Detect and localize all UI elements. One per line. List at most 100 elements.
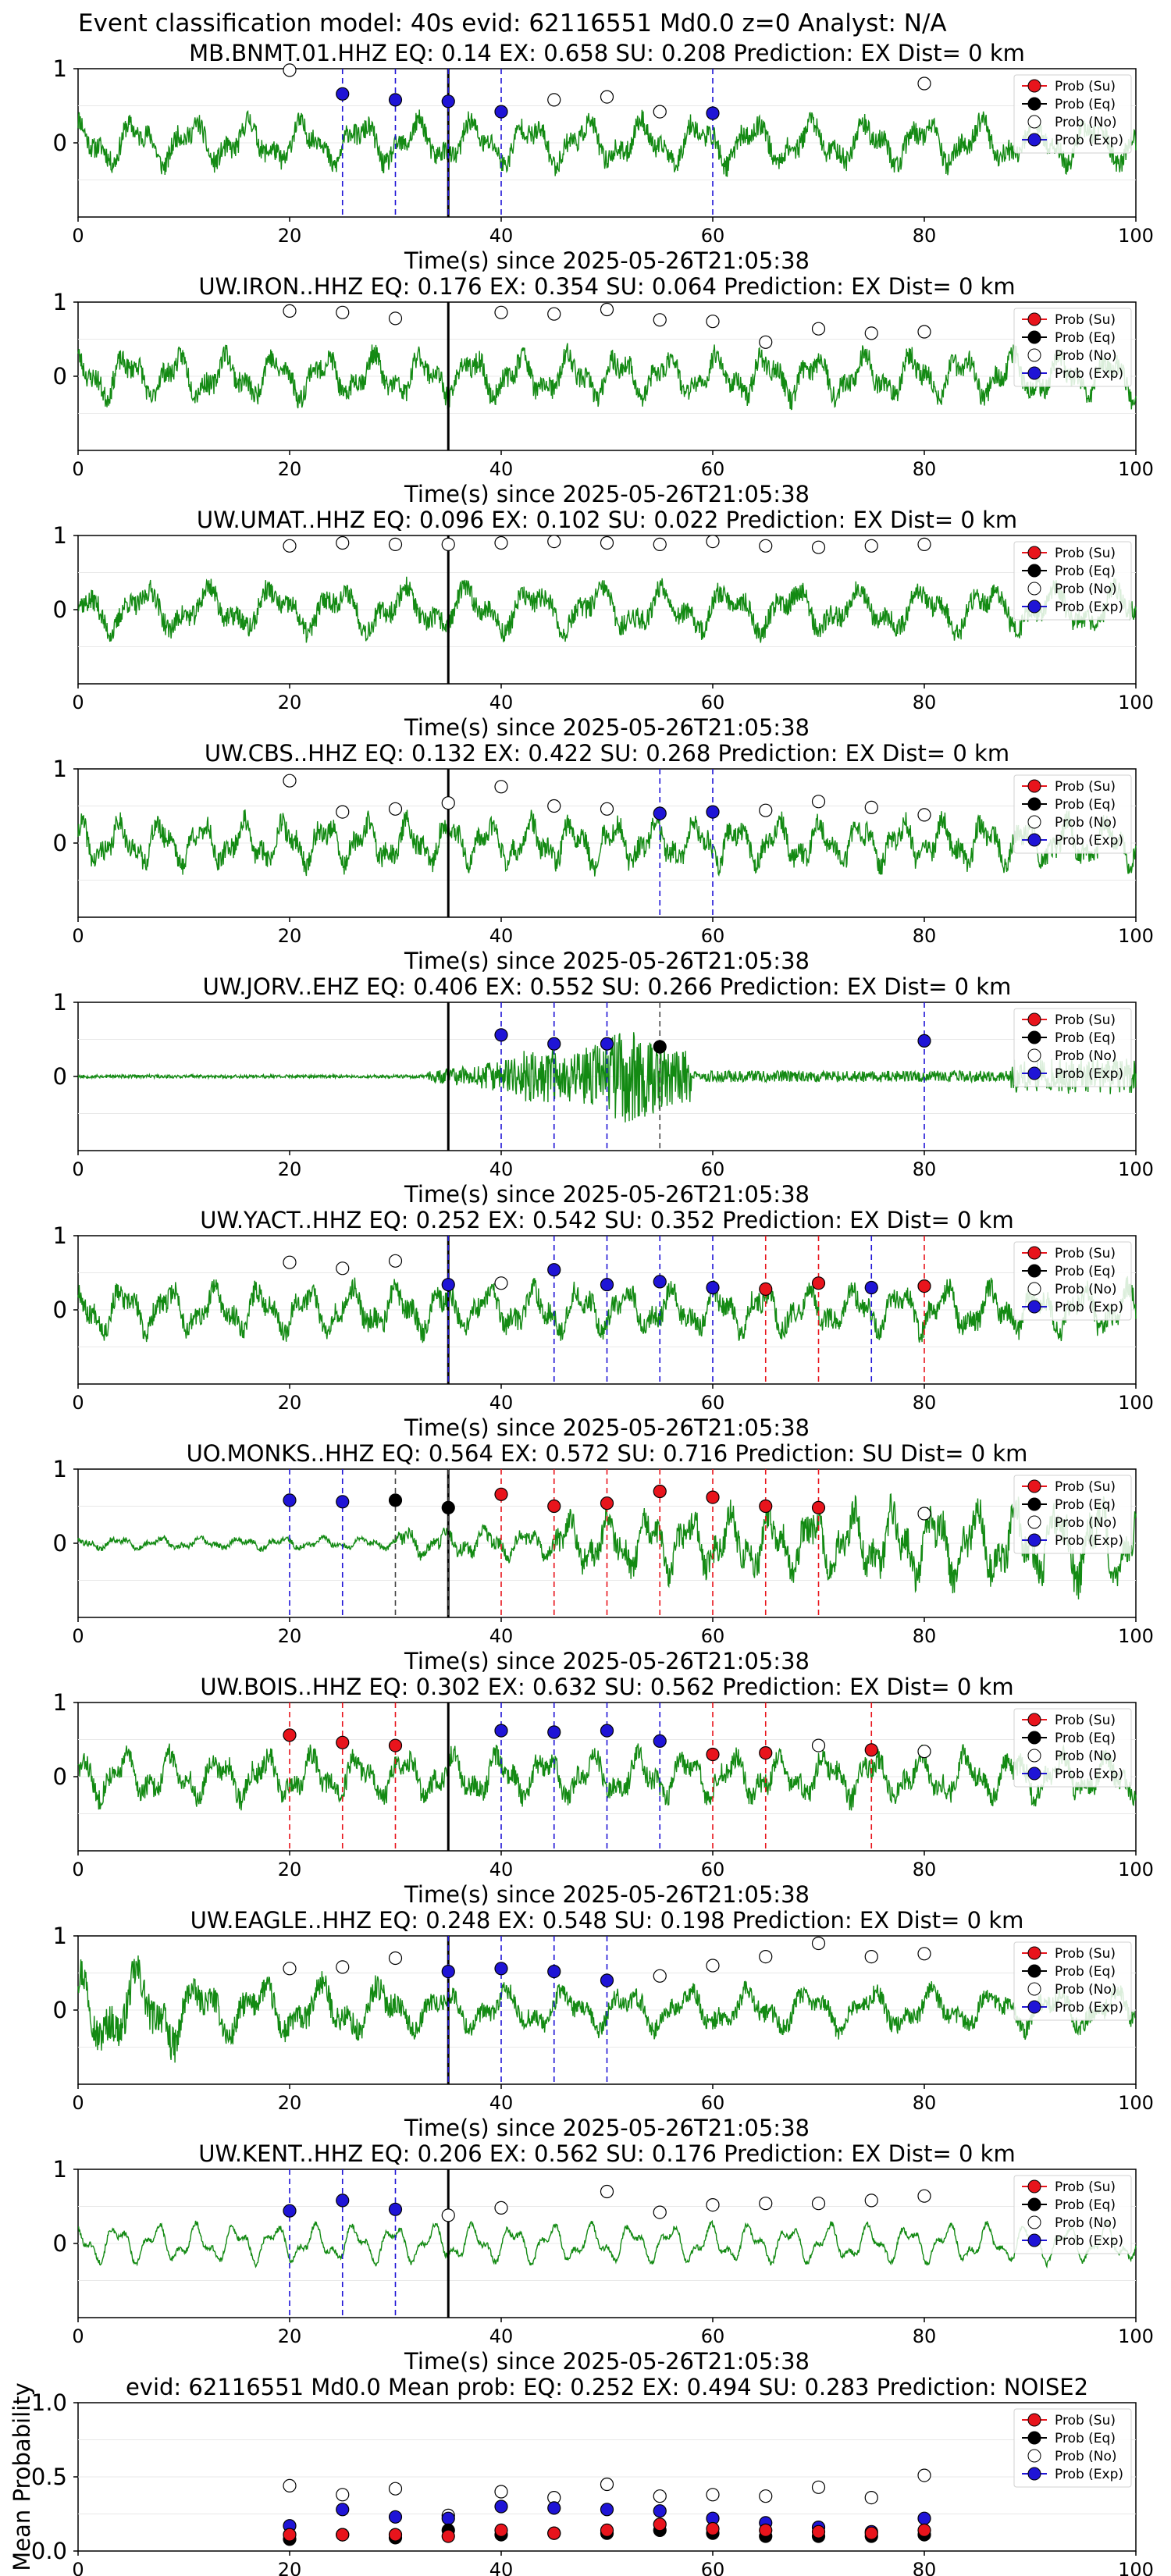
- legend-marker-exp: [1027, 2000, 1041, 2014]
- legend-label-no: Prob (No): [1055, 115, 1117, 130]
- x-tick-label: 100: [1118, 1392, 1154, 1414]
- prob-marker-no: [283, 304, 297, 318]
- legend: Prob (Su) Prob (Eq) Prob (No) Prob (Exp): [1013, 2408, 1132, 2488]
- legend-label-exp: Prob (Exp): [1055, 1533, 1123, 1549]
- prob-marker-no: [864, 2194, 878, 2208]
- x-axis-label: Time(s) since 2025-05-26T21:05:38: [404, 481, 810, 507]
- legend-marker-no: [1027, 2215, 1041, 2229]
- legend-marker-su: [1027, 779, 1041, 793]
- mean-marker-no: [706, 2488, 720, 2502]
- x-tick-label: 0: [72, 925, 84, 947]
- legend-marker-exp: [1027, 1300, 1041, 1314]
- prob-marker-no: [917, 1947, 931, 1961]
- mean-marker-exp: [547, 2501, 561, 2515]
- prob-marker-no: [917, 1745, 931, 1759]
- legend-label-su: Prob (Su): [1055, 779, 1116, 795]
- mean-marker-su: [547, 2526, 561, 2540]
- prob-marker-exp: [336, 2194, 350, 2208]
- mean-marker-su: [917, 2523, 931, 2537]
- panel-title: UW.KENT..HHZ EQ: 0.206 EX: 0.562 SU: 0.1…: [198, 2140, 1015, 2167]
- x-tick-label: 40: [489, 225, 514, 247]
- prob-marker-no: [494, 2201, 508, 2215]
- y-tick-label: 1: [53, 1689, 67, 1716]
- y-tick-label: 0: [53, 1997, 67, 2023]
- legend-label-su: Prob (Su): [1055, 1713, 1116, 1728]
- prob-marker-exp: [441, 1278, 455, 1292]
- prob-marker-su: [759, 1746, 773, 1760]
- y-tick-label: 1: [53, 1222, 67, 1249]
- x-tick-label: 80: [913, 2559, 937, 2576]
- panel-title: UW.EAGLE..HHZ EQ: 0.248 EX: 0.548 SU: 0.…: [190, 1907, 1024, 1934]
- x-tick-label: 20: [278, 925, 302, 947]
- legend-label-exp: Prob (Exp): [1055, 2467, 1123, 2482]
- x-tick-label: 60: [701, 458, 725, 480]
- x-tick-label: 80: [913, 925, 937, 947]
- legend: Prob (Su) Prob (Eq) Prob (No) Prob (Exp): [1013, 74, 1132, 154]
- legend-label-no: Prob (No): [1055, 1048, 1117, 1064]
- x-tick-label: 40: [489, 1392, 514, 1414]
- legend-label-su: Prob (Su): [1055, 1012, 1116, 1028]
- x-tick-label: 80: [913, 2325, 937, 2347]
- waveform-trace: [77, 343, 1137, 411]
- y-tick-label: 0: [53, 1530, 67, 1557]
- prob-marker-eq: [653, 1040, 667, 1054]
- panel-title: UW.UMAT..HHZ EQ: 0.096 EX: 0.102 SU: 0.0…: [197, 507, 1017, 533]
- panel-7: UO.MONKS..HHZ EQ: 0.564 EX: 0.572 SU: 0.…: [53, 1440, 1154, 1674]
- prob-marker-exp: [547, 1263, 561, 1277]
- legend-label-exp: Prob (Exp): [1055, 1300, 1123, 1315]
- legend: Prob (Su) Prob (Eq) Prob (No) Prob (Exp): [1013, 1241, 1132, 1321]
- y-tick-label: 1: [53, 756, 67, 782]
- prob-marker-no: [600, 802, 614, 816]
- prob-marker-su: [494, 1487, 508, 1501]
- waveform-trace: [77, 576, 1137, 643]
- prob-marker-no: [917, 537, 931, 552]
- y-tick-label: 1: [53, 989, 67, 1016]
- panel-title: evid: 62116551 Md0.0 Mean prob: EQ: 0.25…: [126, 2374, 1088, 2400]
- prob-marker-su: [811, 1500, 826, 1515]
- mean-marker-exp: [336, 2503, 350, 2517]
- mean-marker-su: [494, 2523, 508, 2537]
- prob-marker-no: [547, 799, 561, 813]
- legend: Prob (Su) Prob (Eq) Prob (No) Prob (Exp): [1013, 774, 1132, 854]
- prob-marker-no: [759, 2197, 773, 2211]
- prob-marker-no: [811, 1738, 826, 1752]
- legend-marker-su: [1027, 79, 1041, 93]
- legend-label-exp: Prob (Exp): [1055, 1767, 1123, 1782]
- x-tick-label: 40: [489, 458, 514, 480]
- prob-marker-su: [336, 1735, 350, 1749]
- x-tick-label: 100: [1118, 692, 1154, 713]
- prob-marker-su: [917, 1279, 931, 1293]
- prob-marker-exp: [494, 1724, 508, 1738]
- prob-marker-no: [388, 1951, 403, 1966]
- panel-3: UW.UMAT..HHZ EQ: 0.096 EX: 0.102 SU: 0.0…: [53, 507, 1154, 741]
- y-tick-label: 1.0: [31, 2389, 67, 2416]
- legend: Prob (Su) Prob (Eq) Prob (No) Prob (Exp): [1013, 1008, 1132, 1087]
- waveform-trace: [77, 1743, 1137, 1811]
- legend-marker-su: [1027, 1713, 1041, 1727]
- legend-label-no: Prob (No): [1055, 1749, 1117, 1764]
- mean-marker-exp: [388, 2510, 403, 2524]
- legend-label-su: Prob (Su): [1055, 1246, 1116, 1261]
- prob-marker-no: [283, 1962, 297, 1976]
- prob-marker-no: [547, 93, 561, 107]
- x-tick-label: 0: [72, 2092, 84, 2114]
- legend-marker-su: [1027, 2413, 1041, 2427]
- prob-marker-no: [283, 1255, 297, 1269]
- prob-marker-no: [336, 805, 350, 819]
- prob-marker-no: [600, 2184, 614, 2199]
- legend-label-eq: Prob (Eq): [1055, 1030, 1116, 1046]
- legend: Prob (Su) Prob (Eq) Prob (No) Prob (Exp): [1013, 1708, 1132, 1788]
- prob-marker-exp: [494, 105, 508, 119]
- x-tick-label: 60: [701, 692, 725, 713]
- prob-marker-exp: [917, 1034, 931, 1048]
- prob-marker-exp: [388, 93, 403, 107]
- legend-marker-su: [1027, 312, 1041, 326]
- prob-marker-exp: [388, 2202, 403, 2216]
- figure-suptitle: Event classification model: 40s evid: 62…: [78, 9, 947, 37]
- panel-title: UW.JORV..EHZ EQ: 0.406 EX: 0.552 SU: 0.2…: [203, 973, 1012, 1000]
- legend-label-eq: Prob (Eq): [1055, 797, 1116, 813]
- legend-label-no: Prob (No): [1055, 815, 1117, 831]
- x-axis-label: Time(s) since 2025-05-26T21:05:38: [404, 2115, 810, 2141]
- x-tick-label: 0: [72, 692, 84, 713]
- legend-marker-eq: [1027, 1497, 1041, 1511]
